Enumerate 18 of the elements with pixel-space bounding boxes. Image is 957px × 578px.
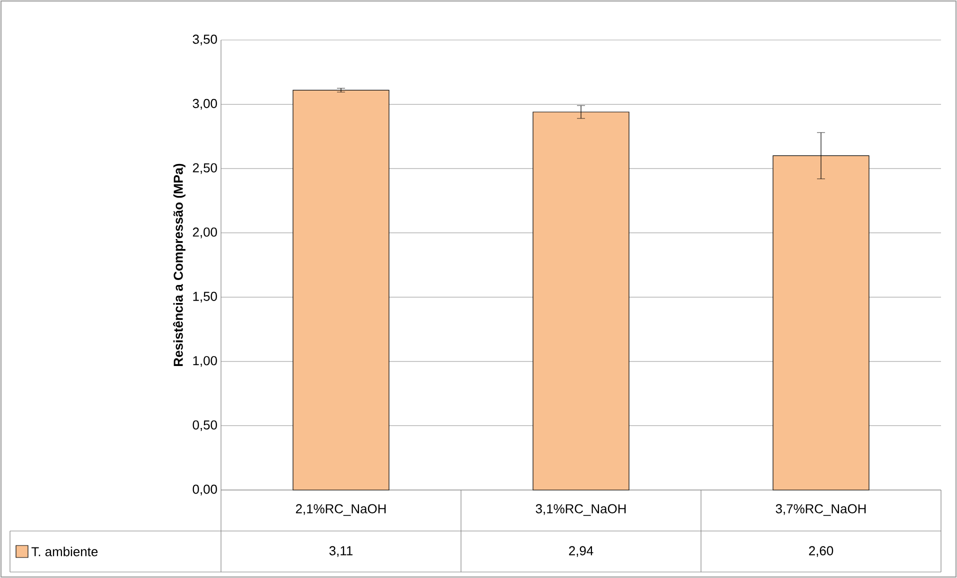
bar	[772, 155, 870, 490]
x-tick-label: 3,7%RC_NaOH	[776, 504, 866, 516]
y-tick-label: 3,50	[192, 34, 217, 46]
x-tick-label: 3,1%RC_NaOH	[536, 504, 626, 516]
x-tick-label: 2,1%RC_NaOH	[296, 504, 386, 516]
y-tick-label: 3,00	[192, 98, 217, 110]
y-tick-label: 1,50	[193, 292, 217, 302]
y-tick-label: 0,00	[192, 484, 217, 496]
y-tick-label: 2,00	[192, 228, 217, 238]
data-label: 2,94	[569, 546, 594, 557]
y-tick-label: 1,00	[193, 356, 217, 367]
y-tick-label: 2,50	[192, 163, 217, 174]
data-label: 2,60	[809, 546, 834, 557]
y-axis-title: Resistência a Compressão (MPa)	[173, 164, 186, 366]
legend-label: T. ambiente	[31, 546, 98, 556]
bar	[292, 90, 390, 490]
y-tick-label: 0,50	[192, 420, 217, 432]
data-label: 3,11	[329, 546, 353, 557]
